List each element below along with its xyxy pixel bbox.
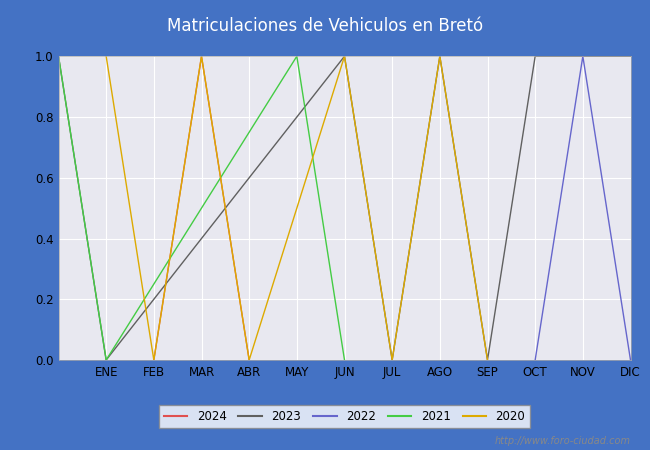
Legend: 2024, 2023, 2022, 2021, 2020: 2024, 2023, 2022, 2021, 2020 bbox=[159, 405, 530, 428]
Text: http://www.foro-ciudad.com: http://www.foro-ciudad.com bbox=[495, 436, 630, 446]
Text: Matriculaciones de Vehiculos en Bretó: Matriculaciones de Vehiculos en Bretó bbox=[167, 17, 483, 35]
